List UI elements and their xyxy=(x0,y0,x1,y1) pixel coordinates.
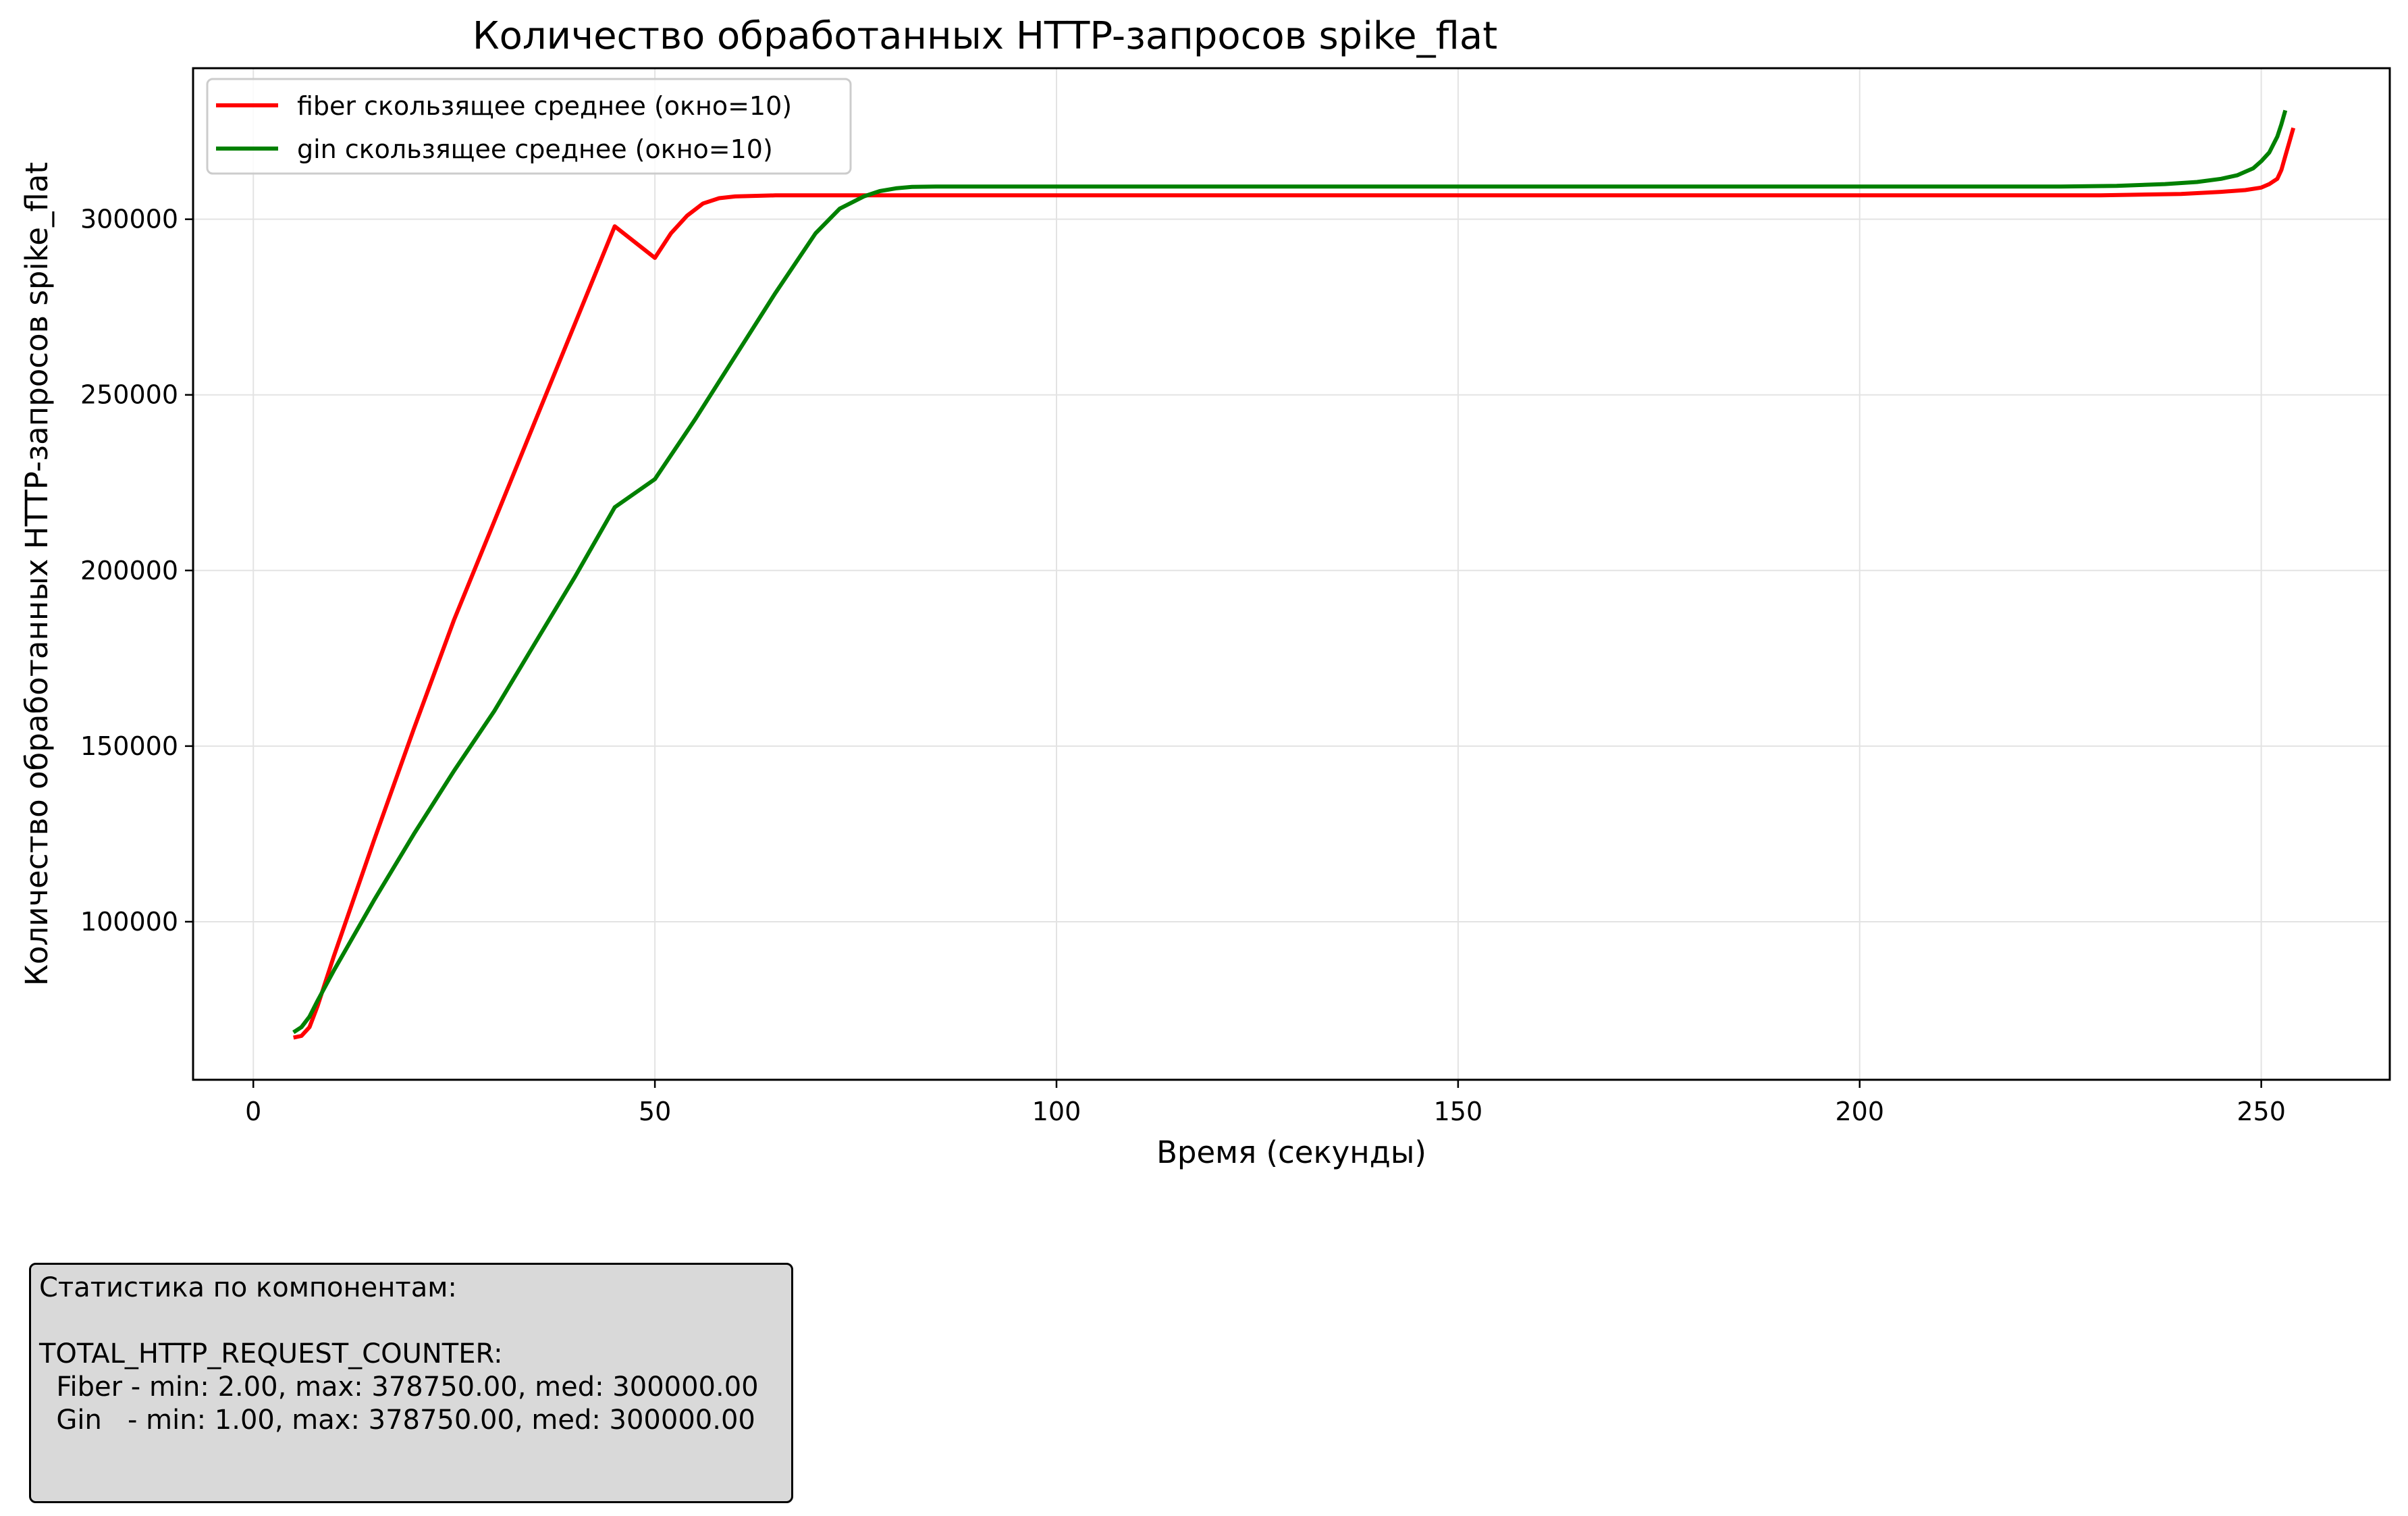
y-tick-label: 100000 xyxy=(80,907,178,937)
plot-series xyxy=(292,109,2296,1040)
plot-frame xyxy=(192,67,2391,1081)
grid-lines xyxy=(193,68,2390,1080)
x-tick-label: 0 xyxy=(245,1097,261,1126)
stats-line-blank xyxy=(39,1305,783,1338)
legend: fiber скользящее среднее (окно=10) gin с… xyxy=(206,78,852,175)
stats-line-gin: Gin - min: 1.00, max: 378750.00, med: 30… xyxy=(39,1405,755,1436)
x-axis: 0 50 100 150 200 250 xyxy=(245,1080,2286,1126)
stats-box: Статистика по компонентам: TOTAL_HTTP_RE… xyxy=(29,1263,793,1503)
x-tick-label: 200 xyxy=(1835,1097,1884,1126)
stats-line-metric-name: TOTAL_HTTP_REQUEST_COUNTER: xyxy=(39,1338,503,1369)
stats-line-fiber: Fiber - min: 2.00, max: 378750.00, med: … xyxy=(39,1371,759,1403)
y-axis: 100000 150000 200000 250000 300000 xyxy=(80,205,193,937)
y-tick-label: 200000 xyxy=(80,556,178,585)
y-tick-label: 250000 xyxy=(80,380,178,410)
series-line-fiber xyxy=(293,127,2296,1040)
x-tick-label: 100 xyxy=(1032,1097,1081,1126)
legend-label-fiber: fiber скользящее среднее (окно=10) xyxy=(297,91,792,121)
chart-title: Количество обработанных HTTP-запросов sp… xyxy=(473,14,1497,58)
series-line-gin xyxy=(292,109,2288,1035)
legend-label-gin: gin скользящее среднее (окно=10) xyxy=(297,134,773,164)
x-axis-label: Время (секунды) xyxy=(1156,1134,1426,1170)
y-axis-label: Количество обработанных HTTP-запросов sp… xyxy=(19,162,55,986)
x-tick-label: 50 xyxy=(639,1097,671,1126)
stats-line-heading: Статистика по компонентам: xyxy=(39,1272,457,1303)
y-tick-label: 300000 xyxy=(80,205,178,234)
x-tick-label: 250 xyxy=(2237,1097,2286,1126)
x-tick-label: 150 xyxy=(1434,1097,1483,1126)
legend-box xyxy=(206,78,852,175)
y-tick-label: 150000 xyxy=(80,731,178,761)
